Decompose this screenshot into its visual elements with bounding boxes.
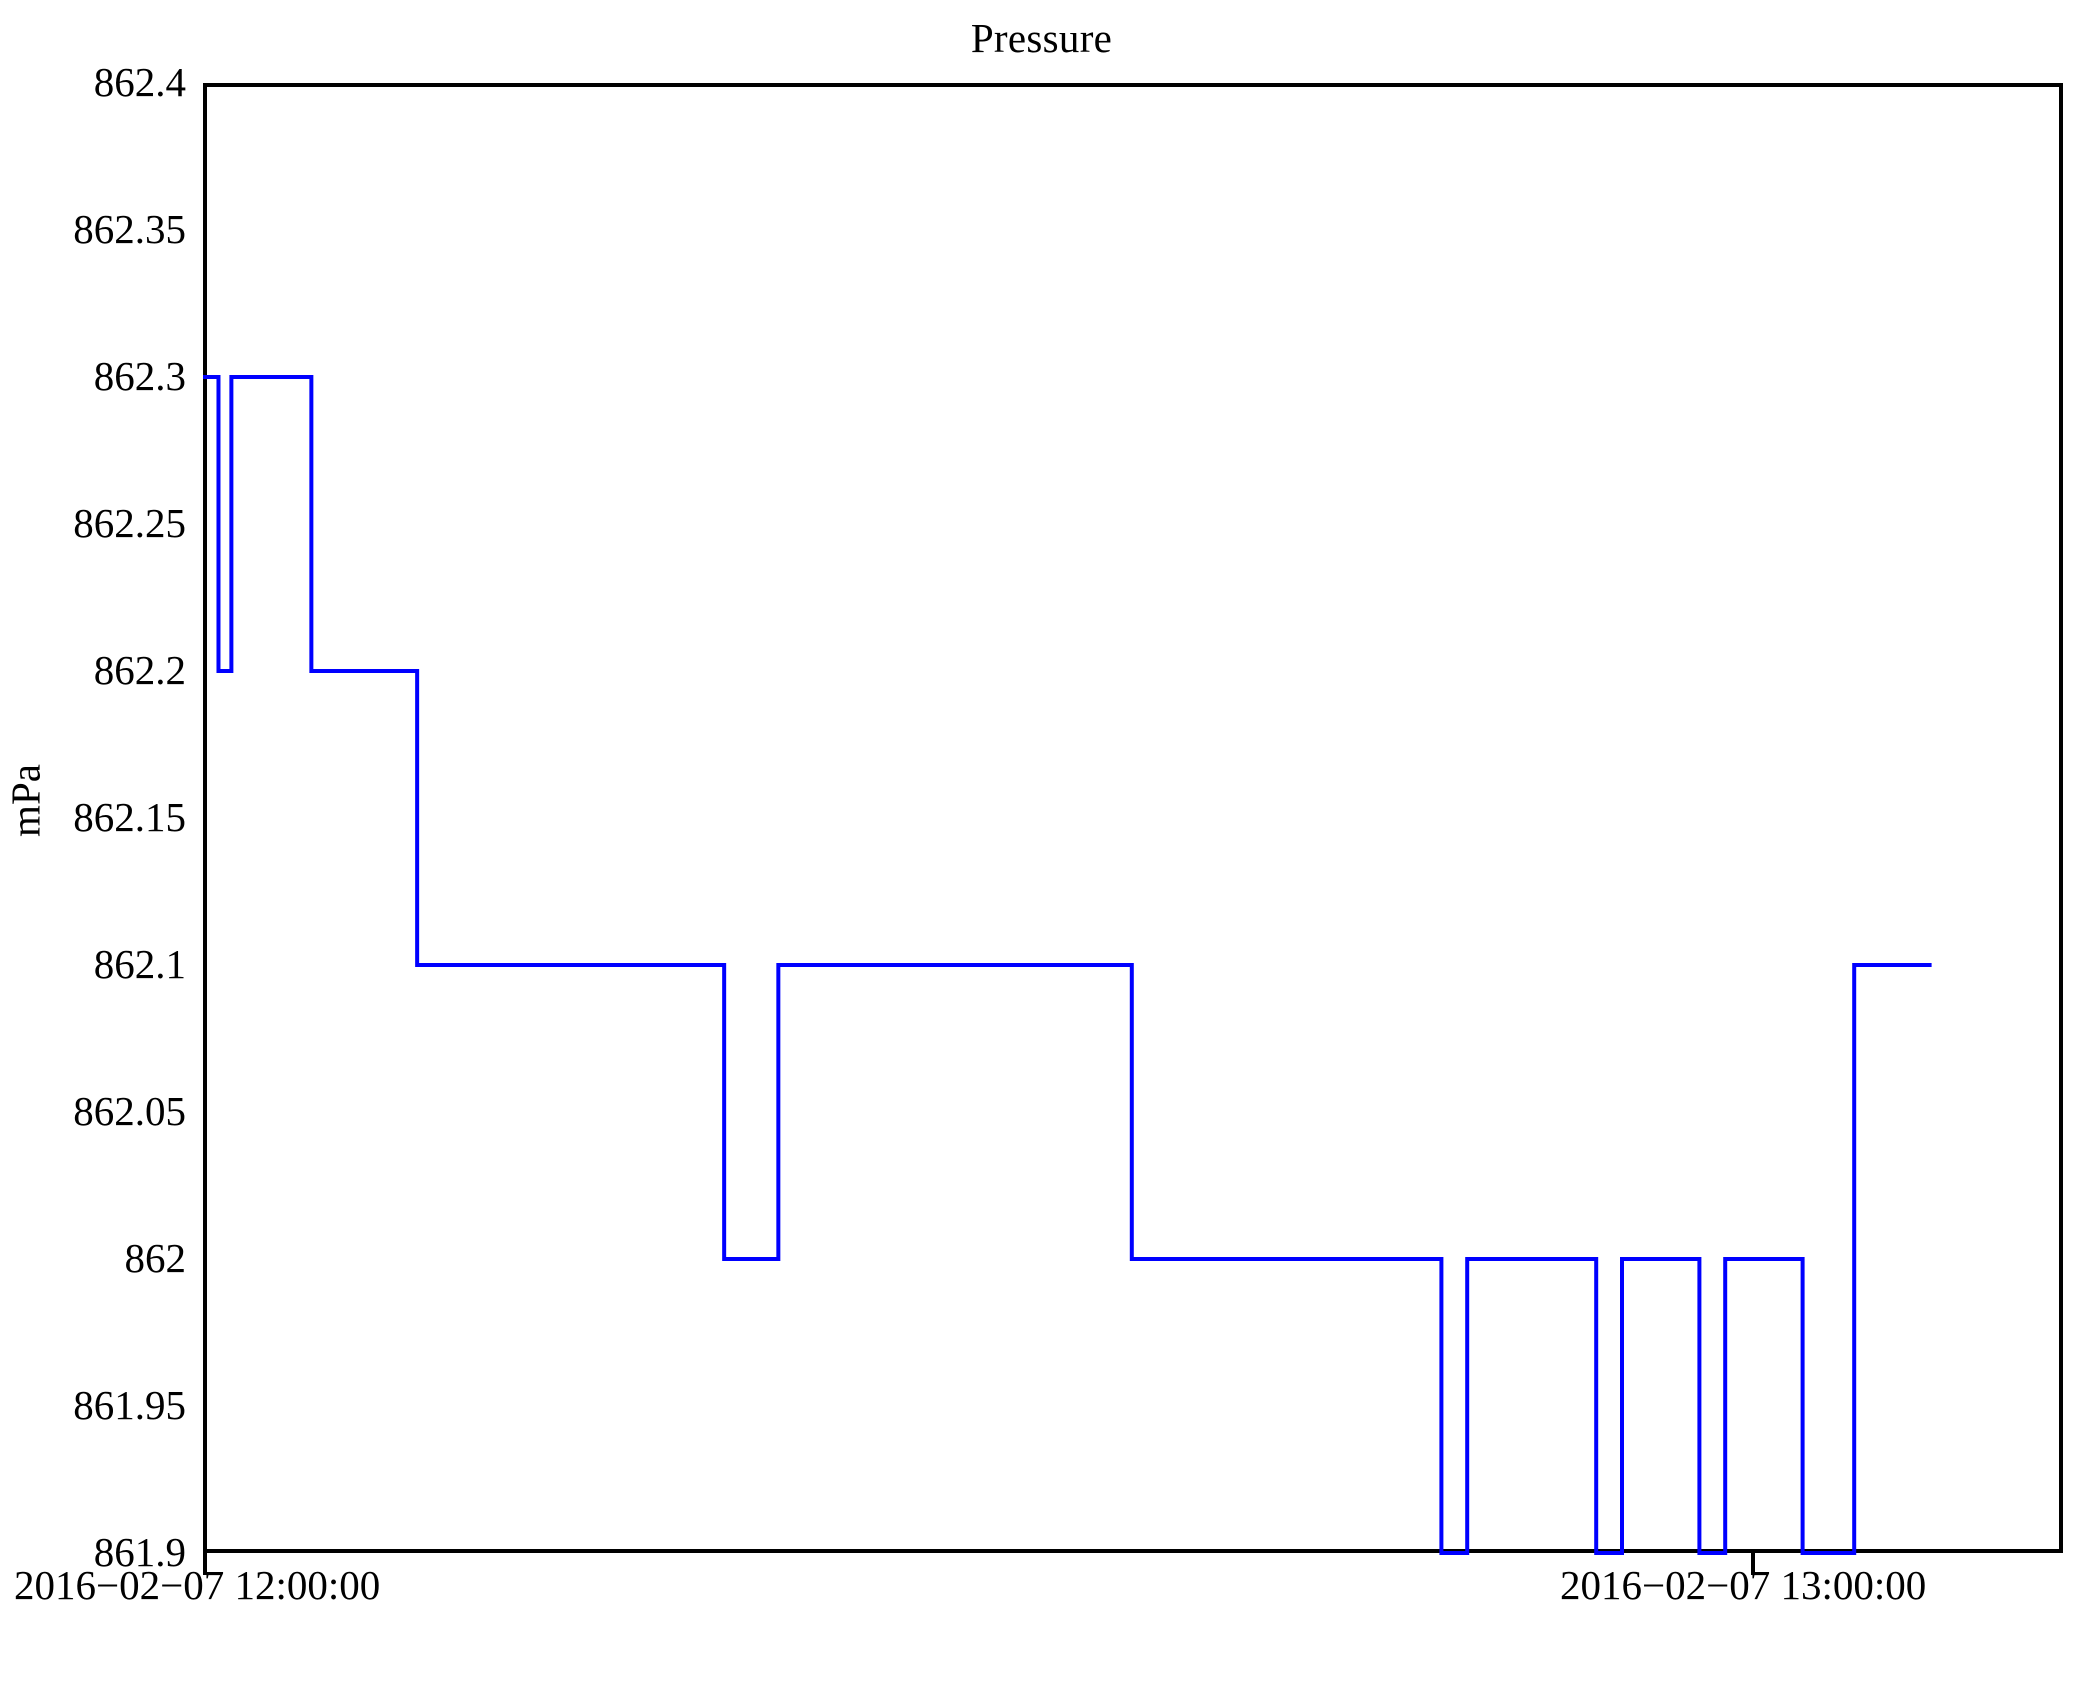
y-axis-tick-label: 862.3: [93, 353, 186, 399]
x-axis-tick-label-end: 2016−02−07 13:00:00: [1560, 1562, 1927, 1608]
y-axis-tick-label: 862.1: [93, 941, 186, 987]
y-axis-tick-label: 862.4: [93, 59, 186, 105]
y-axis-tick-label: 862: [124, 1235, 187, 1281]
y-axis-tick-label: 861.9: [93, 1529, 186, 1575]
y-axis-tick-label: 862.35: [73, 206, 186, 252]
chart-title: Pressure: [970, 15, 1113, 61]
y-axis-tick-labels: 861.9 861.95 862 862.05 862.1 862.15 862.2 862.…: [0, 0, 186, 1683]
plot-area: [203, 83, 2063, 1553]
y-axis-tick-label: 862.05: [73, 1088, 186, 1134]
pressure-series-line: [207, 87, 2059, 1549]
x-axis-tick-mark: [1751, 1553, 1755, 1575]
series-polyline: [203, 377, 1932, 1553]
y-axis-tick-label: 862.2: [93, 647, 186, 693]
x-axis-tick-mark: [203, 1553, 207, 1575]
y-axis-tick-label: 862.15: [73, 794, 186, 840]
x-axis-tick-label-start: 2016−02−07 12:00:00: [14, 1562, 381, 1608]
y-axis-tick-label: 862.25: [73, 500, 186, 546]
y-axis-tick-label: 861.95: [73, 1382, 186, 1428]
